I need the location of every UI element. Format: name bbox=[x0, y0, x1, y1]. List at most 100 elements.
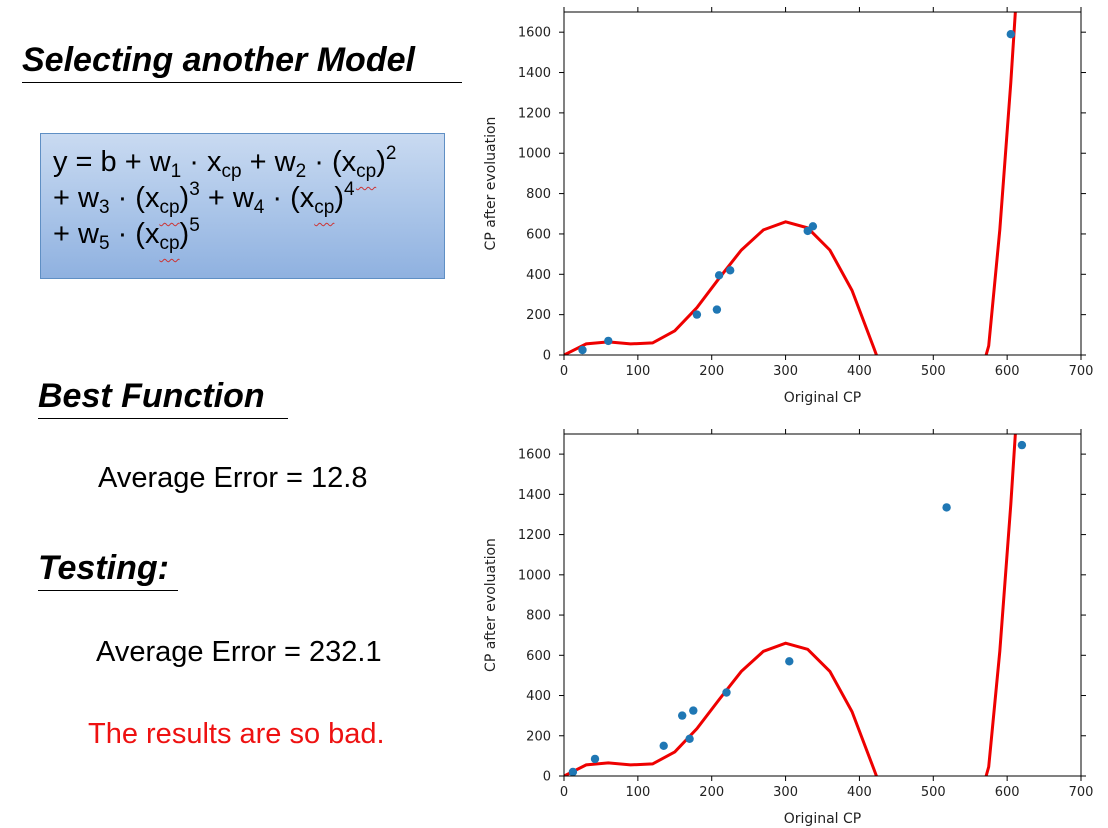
formula-dot3: · (x bbox=[109, 182, 160, 214]
y-tick-label-800: 800 bbox=[526, 609, 551, 624]
formula-close4: ) bbox=[334, 182, 345, 214]
y-tick-label-1200: 1200 bbox=[518, 528, 551, 543]
formula-line-2: + w3 · (xcp)3 + w4 · (xcp)4 bbox=[53, 179, 444, 218]
formula-line-1: y = b + w1 · xcp + w2 · (xcp)2 bbox=[53, 143, 444, 182]
data-point-0 bbox=[568, 767, 578, 777]
training-chart: 0 100 200 300 400 500 600 700 0 200 400 600 800 1000 1… bbox=[483, 7, 1094, 406]
data-point-9 bbox=[1017, 440, 1027, 450]
formula-close5: ) bbox=[179, 218, 190, 250]
formula-w4-sub: 4 bbox=[253, 197, 265, 218]
formula-w2-sub: 2 bbox=[295, 161, 307, 182]
x-tick-label-0: 0 bbox=[560, 364, 568, 379]
x-tick-label-600: 600 bbox=[995, 785, 1020, 800]
x-tick-label-500: 500 bbox=[921, 364, 946, 379]
plot-frame bbox=[563, 11, 1082, 356]
data-point-6 bbox=[722, 688, 731, 697]
y-tick-label-1600: 1600 bbox=[518, 26, 551, 41]
heading-testing: Testing: bbox=[38, 548, 178, 591]
formula-w3-sub: 3 bbox=[98, 197, 110, 218]
formula-x3-sub: cp bbox=[159, 197, 180, 218]
x-axis-label: Original CP bbox=[784, 811, 861, 827]
formula-w5-sub: 5 bbox=[98, 233, 110, 254]
x-tick-label-400: 400 bbox=[847, 364, 872, 379]
y-tick-label-600: 600 bbox=[526, 227, 551, 242]
y-tick-label-1000: 1000 bbox=[518, 147, 551, 162]
x-tick-label-500: 500 bbox=[921, 785, 946, 800]
testing-chart: 0 100 200 300 400 500 600 700 0 200 400 600 800 1000 1… bbox=[483, 429, 1094, 827]
y-tick-label-1000: 1000 bbox=[518, 568, 551, 583]
x-tick-label-300: 300 bbox=[773, 364, 798, 379]
y-tick-label-1600: 1600 bbox=[518, 448, 551, 463]
formula-plus-w3: + w bbox=[53, 182, 99, 214]
best-average-error: Average Error = 12.8 bbox=[98, 462, 368, 494]
formula-close3: ) bbox=[179, 182, 190, 214]
data-point-7 bbox=[785, 657, 794, 666]
data-point-1 bbox=[604, 336, 613, 346]
y-tick-label-0: 0 bbox=[543, 770, 551, 785]
y-tick-label-200: 200 bbox=[526, 729, 551, 744]
formula-x5-sub: cp bbox=[159, 233, 180, 254]
data-point-8 bbox=[1006, 30, 1015, 39]
heading-best-function: Best Function bbox=[38, 376, 288, 419]
data-point-4 bbox=[714, 271, 724, 280]
x-axis-label: Original CP bbox=[784, 390, 861, 406]
x-tick-label-200: 200 bbox=[699, 785, 724, 800]
data-point-2 bbox=[659, 741, 668, 750]
y-tick-label-200: 200 bbox=[526, 308, 551, 323]
data-point-4 bbox=[685, 734, 694, 743]
heading-selecting-model: Selecting another Model bbox=[22, 40, 462, 83]
data-point-0 bbox=[578, 345, 587, 355]
formula-x4-sub: cp bbox=[314, 197, 335, 218]
x-tick-label-100: 100 bbox=[625, 785, 650, 800]
x-tick-label-700: 700 bbox=[1069, 785, 1094, 800]
plot-frame bbox=[563, 433, 1082, 777]
data-point-1 bbox=[590, 754, 600, 764]
formula-line-3: + w5 · (xcp)5 bbox=[53, 215, 444, 254]
x-tick-label-100: 100 bbox=[625, 364, 650, 379]
x-tick-label-200: 200 bbox=[699, 364, 724, 379]
y-tick-label-800: 800 bbox=[526, 187, 551, 202]
formula-w1-sub: 1 bbox=[170, 161, 182, 182]
data-point-8 bbox=[942, 503, 951, 512]
data-point-7 bbox=[808, 222, 818, 231]
formula-pow2: 2 bbox=[385, 143, 397, 164]
formula-box: y = b + w1 · xcp + w2 · (xcp)2 + w3 · (x… bbox=[40, 133, 445, 279]
formula-x1-sub: cp bbox=[221, 161, 242, 182]
formula-plus-w5: + w bbox=[53, 218, 99, 250]
formula-close2: ) bbox=[376, 146, 386, 178]
data-point-3 bbox=[678, 711, 687, 720]
formula-x2-sub: cp bbox=[356, 161, 377, 182]
y-tick-label-400: 400 bbox=[526, 268, 551, 283]
formula-dot1: · x bbox=[181, 146, 222, 178]
formula-dot5: · (x bbox=[109, 218, 160, 250]
x-tick-label-600: 600 bbox=[995, 364, 1020, 379]
formula-pow4: 4 bbox=[344, 179, 355, 200]
y-tick-label-1400: 1400 bbox=[518, 66, 551, 81]
y-tick-label-1400: 1400 bbox=[518, 488, 551, 503]
x-tick-label-700: 700 bbox=[1069, 364, 1094, 379]
test-average-error: Average Error = 232.1 bbox=[96, 636, 382, 668]
x-tick-label-400: 400 bbox=[847, 785, 872, 800]
data-point-5 bbox=[689, 706, 698, 715]
formula-plus-w4: + w bbox=[199, 182, 254, 214]
x-tick-label-0: 0 bbox=[560, 785, 568, 800]
data-point-5 bbox=[726, 266, 735, 275]
x-tick-label-300: 300 bbox=[773, 785, 798, 800]
formula-pow5: 5 bbox=[189, 215, 200, 236]
formula-y: y = b + w bbox=[53, 146, 171, 178]
data-point-2 bbox=[692, 310, 702, 319]
formula-pow3: 3 bbox=[189, 179, 200, 200]
formula-dot4: · (x bbox=[264, 182, 315, 214]
y-tick-label-0: 0 bbox=[543, 349, 551, 364]
formula-plus-w2: + w bbox=[241, 146, 296, 178]
y-axis-label: CP after evoluation bbox=[483, 117, 499, 251]
fit-curve bbox=[564, 434, 1017, 776]
y-tick-label-600: 600 bbox=[526, 649, 551, 664]
y-tick-label-400: 400 bbox=[526, 689, 551, 704]
fit-curve bbox=[564, 12, 1017, 355]
formula-dot2: · (x bbox=[306, 146, 357, 178]
data-point-3 bbox=[712, 305, 722, 314]
y-tick-label-1200: 1200 bbox=[518, 106, 551, 121]
results-remark: The results are so bad. bbox=[88, 718, 385, 750]
y-axis-label: CP after evoluation bbox=[483, 538, 499, 672]
